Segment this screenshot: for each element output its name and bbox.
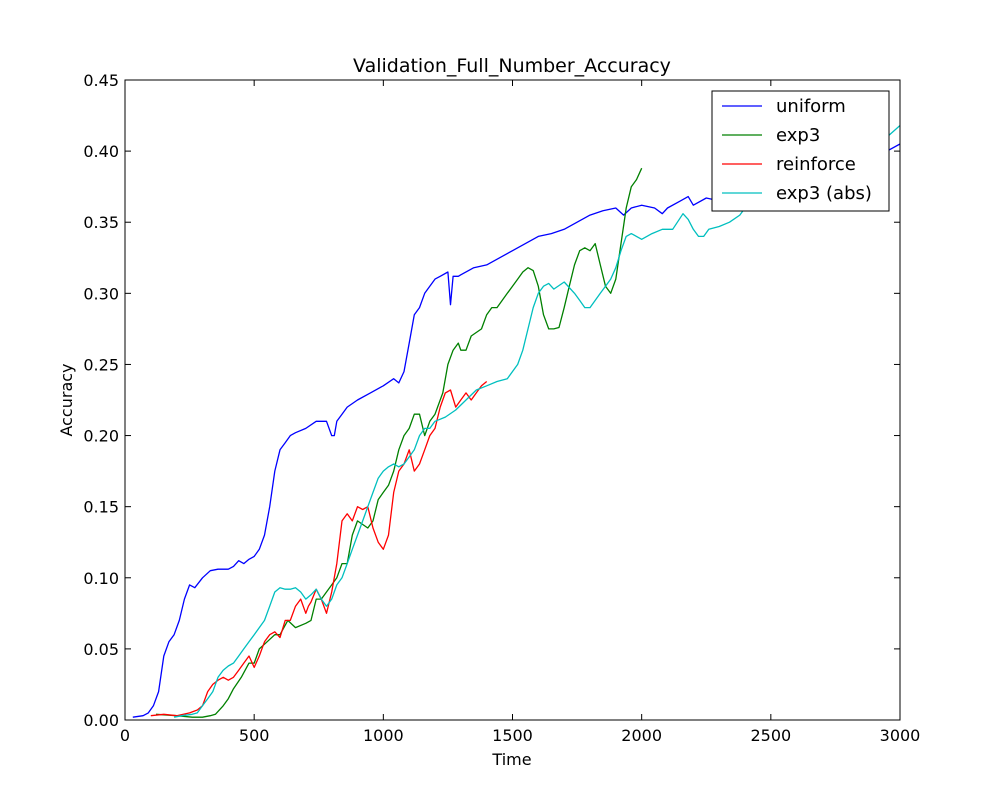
y-axis-label: Accuracy (57, 363, 76, 436)
x-tick-label: 500 (239, 726, 270, 745)
y-tick-label: 0.10 (83, 569, 119, 588)
x-tick-label: 1000 (363, 726, 404, 745)
x-tick-label: 1500 (492, 726, 533, 745)
y-tick-label: 0.40 (83, 142, 119, 161)
series-line-uniform (132, 143, 900, 718)
y-tick-label: 0.05 (83, 640, 119, 659)
legend: uniform exp3 reinforce exp3 (abs) (711, 90, 890, 212)
y-tick-label: 0.25 (83, 355, 119, 374)
series-layer (132, 125, 900, 718)
legend-label-exp3: exp3 (776, 125, 820, 146)
x-tick-label: 2000 (621, 726, 662, 745)
x-tick-label: 2500 (750, 726, 791, 745)
series-line-exp3-abs (173, 125, 900, 718)
y-tick-label: 0.20 (83, 427, 119, 446)
legend-label-exp3-abs: exp3 (abs) (776, 183, 872, 204)
y-tick-label: 0.00 (83, 711, 119, 730)
y-tick-label: 0.15 (83, 498, 119, 517)
y-tick-label: 0.30 (83, 284, 119, 303)
ticks-layer: 0 500 1000 1500 2000 2500 3000 0.00 0.05 0.10 0.15… (83, 71, 920, 745)
y-tick-label: 0.35 (83, 213, 119, 232)
y-tick-label: 0.45 (83, 71, 119, 90)
legend-box (711, 90, 890, 212)
chart-title: Validation_Full_Number_Accuracy (353, 55, 671, 77)
x-tick-label: 0 (120, 726, 130, 745)
legend-label-uniform: uniform (776, 96, 846, 117)
x-tick-label: 3000 (880, 726, 921, 745)
legend-label-reinforce: reinforce (776, 154, 856, 175)
x-axis-label: Time (491, 750, 531, 769)
